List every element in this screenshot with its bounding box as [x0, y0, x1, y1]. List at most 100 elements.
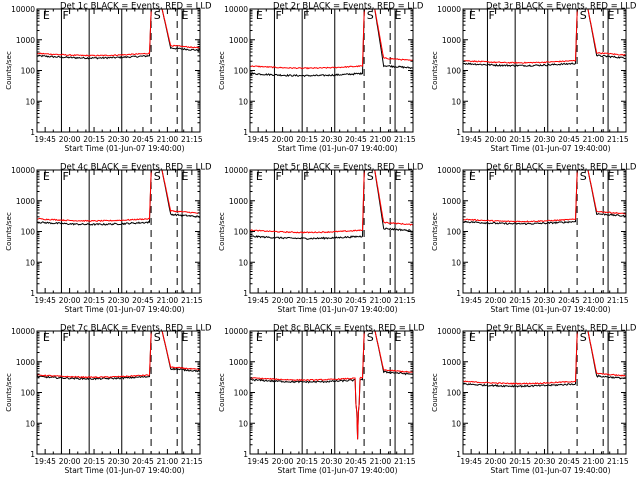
x-tick-label: 21:00 — [370, 135, 392, 144]
x-tick-label: 20:00 — [485, 135, 507, 144]
lld-series-line — [250, 170, 413, 234]
panel-title: Det 6r BLACK = Events, RED = LLD — [486, 163, 637, 173]
y-tick-label: 1000 — [442, 36, 461, 45]
y-tick-label: 1 — [243, 289, 248, 298]
panel-title: Det 4c BLACK = Events, RED = LLD — [60, 163, 212, 173]
interval-flag: S — [367, 170, 374, 183]
x-tick-label: 21:00 — [583, 457, 605, 466]
events-series-line — [463, 331, 626, 388]
y-tick-label: 10000 — [224, 327, 248, 336]
x-tick-label: 19:45 — [34, 457, 56, 466]
x-tick-label: 20:00 — [272, 135, 294, 144]
x-tick-label: 21:00 — [583, 296, 605, 305]
interval-flag: E — [256, 331, 263, 344]
y-axis-label: Counts/sec — [5, 51, 13, 90]
x-tick-label: 20:45 — [558, 296, 580, 305]
x-tick-label: 21:15 — [394, 296, 416, 305]
y-tick-label: 1000 — [229, 197, 248, 206]
y-tick-label: 10000 — [224, 166, 248, 175]
y-axis-label: Counts/sec — [218, 212, 226, 251]
events-series-line — [250, 9, 413, 78]
x-tick-label: 19:45 — [460, 135, 482, 144]
interval-flag: S — [580, 9, 587, 22]
y-tick-label: 100 — [234, 389, 249, 398]
interval-flag: S — [154, 170, 161, 183]
y-tick-label: 10 — [238, 419, 248, 428]
interval-flag: F — [303, 170, 309, 183]
y-tick-label: 100 — [447, 67, 462, 76]
interval-flag: F — [62, 170, 68, 183]
x-tick-label: 20:15 — [83, 296, 105, 305]
interval-flag: S — [367, 331, 374, 344]
x-tick-label: 21:00 — [157, 457, 179, 466]
lld-series-line — [250, 9, 413, 70]
x-tick-label: 21:15 — [181, 457, 203, 466]
interval-flag: F — [275, 170, 281, 183]
y-tick-label: 10 — [451, 258, 461, 267]
x-axis-label: Start Time (01-Jun-07 19:40:00) — [65, 305, 185, 314]
x-tick-label: 20:00 — [272, 296, 294, 305]
y-tick-label: 10 — [238, 258, 248, 267]
x-tick-label: 20:00 — [485, 457, 507, 466]
x-axis-label: Start Time (01-Jun-07 19:40:00) — [278, 305, 398, 314]
x-tick-label: 20:30 — [321, 296, 343, 305]
y-axis-label: Counts/sec — [5, 212, 13, 251]
y-axis-label: Counts/sec — [5, 373, 13, 412]
y-tick-label: 100 — [447, 228, 462, 237]
lld-series-line — [37, 331, 200, 379]
x-axis-label: Start Time (01-Jun-07 19:40:00) — [491, 305, 611, 314]
y-tick-label: 10000 — [11, 166, 35, 175]
x-axis-label: Start Time (01-Jun-07 19:40:00) — [278, 144, 398, 153]
x-tick-label: 20:30 — [534, 457, 556, 466]
x-tick-label: 19:45 — [34, 135, 56, 144]
y-axis-label: Counts/sec — [431, 51, 439, 90]
x-tick-label: 21:00 — [157, 296, 179, 305]
x-tick-label: 20:15 — [509, 135, 531, 144]
y-axis-label: Counts/sec — [431, 212, 439, 251]
interval-flag: E — [607, 170, 614, 183]
x-tick-label: 20:30 — [321, 457, 343, 466]
events-series-line — [463, 9, 626, 68]
y-tick-label: 10 — [451, 97, 461, 106]
y-tick-label: 100 — [234, 228, 249, 237]
x-tick-label: 20:00 — [59, 135, 81, 144]
x-tick-label: 20:45 — [132, 296, 154, 305]
panel-title: Det 9r BLACK = Events, RED = LLD — [486, 324, 637, 334]
y-tick-label: 1000 — [442, 197, 461, 206]
interval-flag: E — [181, 170, 188, 183]
events-series-line — [37, 170, 200, 226]
y-tick-label: 1 — [456, 289, 461, 298]
y-tick-label: 1 — [456, 450, 461, 459]
y-tick-label: 10 — [25, 419, 35, 428]
x-tick-label: 20:00 — [59, 457, 81, 466]
interval-flag: F — [62, 9, 68, 22]
interval-flag: F — [62, 331, 68, 344]
interval-flag: F — [488, 9, 494, 22]
x-tick-label: 20:00 — [485, 296, 507, 305]
x-tick-label: 20:45 — [558, 135, 580, 144]
events-series-line — [250, 331, 413, 440]
lld-series-line — [463, 170, 626, 223]
x-axis-label: Start Time (01-Jun-07 19:40:00) — [278, 466, 398, 475]
interval-flag: S — [580, 331, 587, 344]
y-tick-label: 10000 — [437, 166, 461, 175]
x-tick-label: 20:30 — [108, 296, 130, 305]
lld-series-line — [463, 331, 626, 385]
y-tick-label: 1000 — [16, 197, 35, 206]
y-tick-label: 10 — [25, 258, 35, 267]
interval-flag: E — [469, 9, 476, 22]
panel-title: Det 1c BLACK = Events, RED = LLD — [60, 2, 212, 12]
x-tick-label: 20:45 — [345, 135, 367, 144]
y-tick-label: 10 — [238, 97, 248, 106]
x-tick-label: 20:45 — [345, 457, 367, 466]
y-tick-label: 1 — [243, 128, 248, 137]
y-tick-label: 100 — [21, 228, 36, 237]
interval-flag: F — [275, 331, 281, 344]
